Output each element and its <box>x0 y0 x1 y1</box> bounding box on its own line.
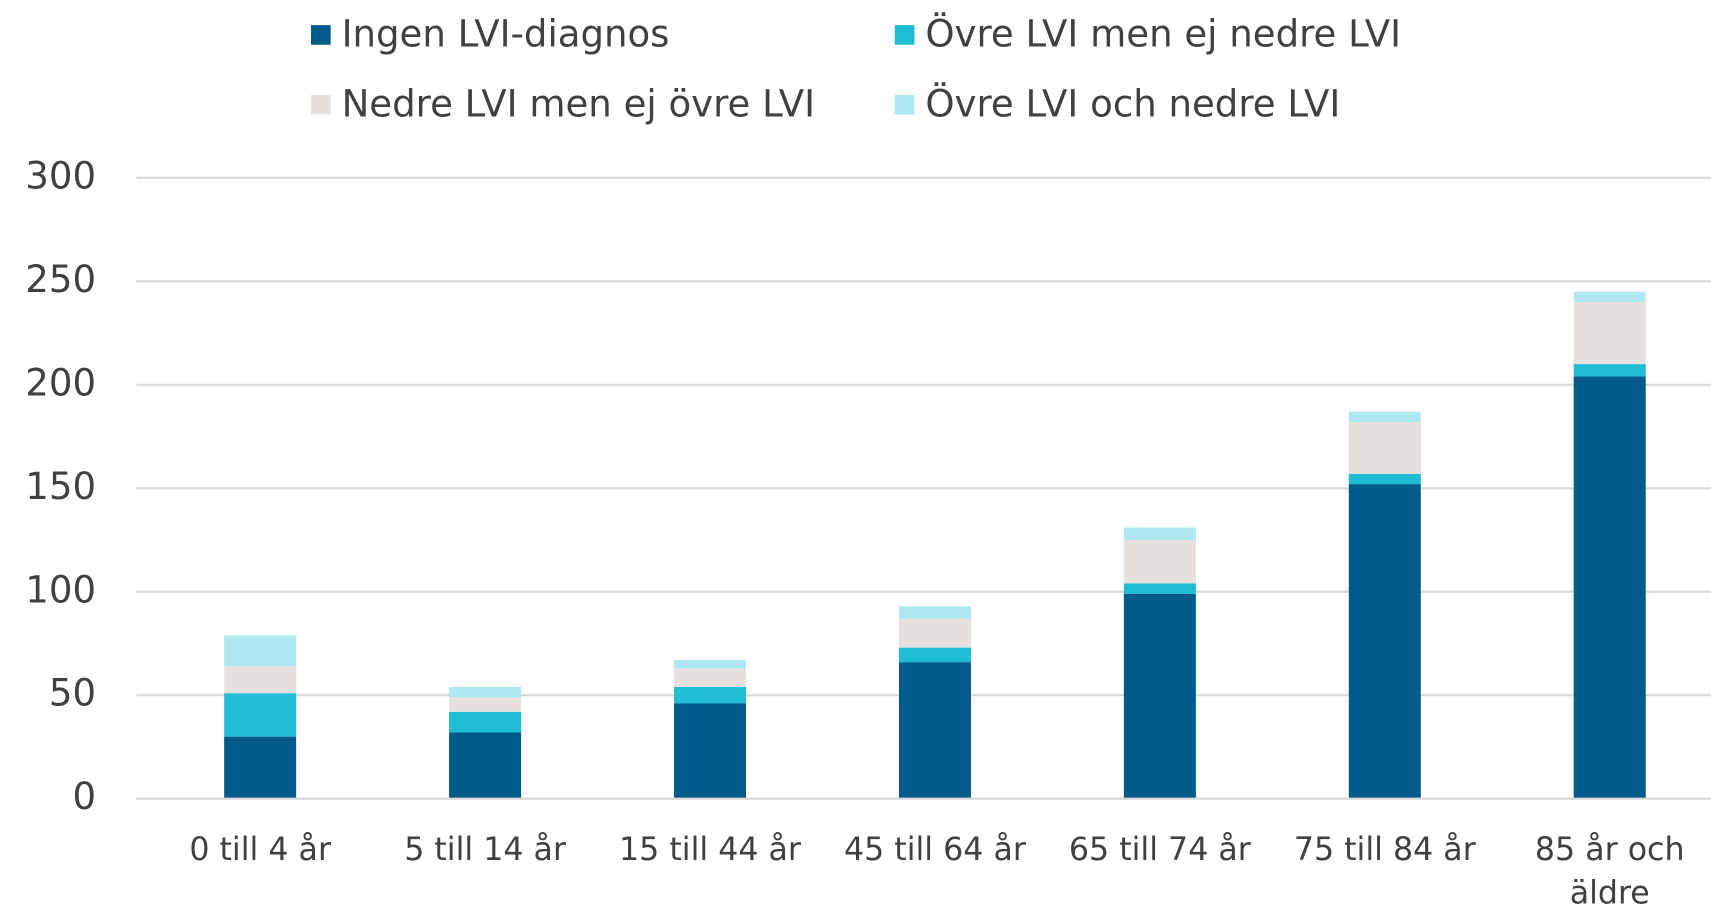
bar-segment <box>1348 411 1421 423</box>
bar-segment <box>1573 302 1646 365</box>
y-tick-label: 100 <box>25 568 96 611</box>
legend-swatch <box>311 25 331 45</box>
x-tick-label: 45 till 64 år <box>843 830 1026 868</box>
bar-segment <box>224 693 297 737</box>
bar-segment <box>1348 484 1421 799</box>
x-tick-label-box: 0 till 4 år <box>189 830 331 868</box>
legend-swatch <box>311 94 331 115</box>
y-tick-label: 200 <box>25 361 96 404</box>
bar-segment <box>898 606 971 619</box>
bar-segment <box>1123 527 1196 541</box>
bar-segment <box>224 736 297 799</box>
x-tick-label-box: 65 till 74 år <box>1068 830 1251 868</box>
bar-segment <box>224 666 297 694</box>
bar-segment <box>1573 364 1646 377</box>
legend-label: Nedre LVI men ej övre LVI <box>342 82 815 125</box>
x-tick-label: 15 till 44 år <box>619 830 801 868</box>
x-tick-label-box: 45 till 64 år <box>843 830 1026 868</box>
x-tick-label: 75 till 84 år <box>1293 830 1476 868</box>
y-tick-label: 150 <box>25 465 96 508</box>
bar-segment <box>449 697 522 712</box>
bar-segment <box>898 662 971 799</box>
bar-segment <box>674 668 747 687</box>
bar-segment <box>1123 583 1196 594</box>
bar-segment <box>1573 376 1646 799</box>
bar-segment <box>898 618 971 648</box>
bar-segment <box>449 711 522 733</box>
x-tick-label-box: 5 till 14 år <box>404 830 566 868</box>
bar-segment <box>674 703 747 799</box>
x-tick-label: 0 till 4 år <box>189 830 331 868</box>
x-tick-label-box: 85 år och äldre <box>1534 830 1685 910</box>
legend-swatch <box>894 94 915 115</box>
x-tick-label-box: 75 till 84 år <box>1293 830 1476 868</box>
bar-segment <box>224 635 297 667</box>
y-tick-label: 0 <box>72 775 96 818</box>
legend-label: Ingen LVI-diagnos <box>342 13 670 56</box>
y-tick-label: 50 <box>49 672 96 715</box>
bar-segment <box>1123 593 1196 799</box>
bar-segment <box>674 686 747 704</box>
bar-segment <box>1348 473 1421 485</box>
bar-segment <box>449 732 522 799</box>
legend-swatch <box>894 25 915 45</box>
bar-segment <box>1348 422 1421 474</box>
bar-segment <box>1573 291 1646 303</box>
x-tick-label: 5 till 14 år <box>404 830 566 868</box>
bar-segment <box>898 647 971 663</box>
y-tick-label: 250 <box>25 258 96 301</box>
legend-label: Övre LVI men ej nedre LVI <box>925 13 1401 56</box>
legend-label: Övre LVI och nedre LVI <box>925 82 1340 125</box>
bar-segment <box>449 686 522 698</box>
bar-segment <box>1123 540 1196 584</box>
y-tick-label: 300 <box>25 154 96 197</box>
x-tick-label: 65 till 74 år <box>1068 830 1251 868</box>
x-tick-label: 85 år och äldre <box>1534 830 1685 910</box>
x-tick-label-box: 15 till 44 år <box>619 830 801 868</box>
bar-segment <box>674 660 747 669</box>
